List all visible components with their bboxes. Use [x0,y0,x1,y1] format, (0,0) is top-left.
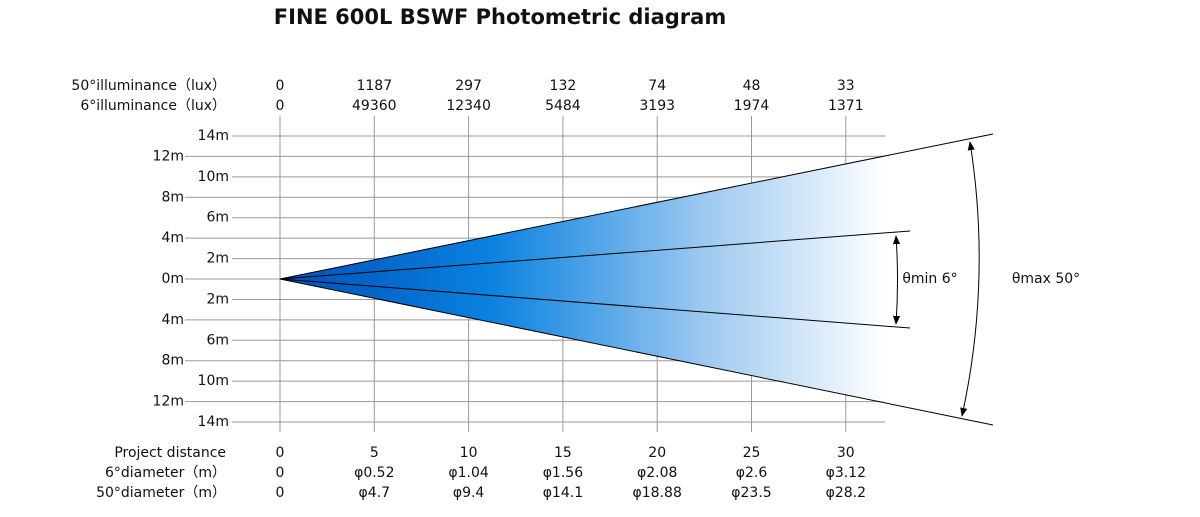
y-label: 12m [153,394,184,410]
row-value: 5484 [545,98,581,114]
row-value: 1974 [734,98,770,114]
y-label: 4m [161,230,184,246]
row-value: φ3.12 [826,465,866,481]
y-label: 2m [206,251,229,267]
row-value: φ1.56 [543,465,584,481]
row-value: φ4.7 [359,485,391,501]
y-label: 10m [198,169,229,185]
title: FINE 600L BSWF Photometric diagram [274,5,726,29]
row-value: 297 [455,78,482,94]
y-label: 2m [206,291,229,307]
row-value: 30 [837,445,855,461]
row-value: 15 [554,445,572,461]
row-value: 74 [648,78,666,94]
row-value: φ18.88 [633,485,682,501]
beam [280,156,885,402]
row-value: φ9.4 [453,485,485,501]
y-label: 12m [153,148,184,164]
row-value: 0 [276,78,285,94]
y-label: 10m [198,373,229,389]
row-value: 1371 [828,98,864,114]
row-value: φ1.04 [448,465,489,481]
row-value: 1187 [356,78,392,94]
row-value: 3193 [639,98,675,114]
y-label: 0m [161,271,184,287]
row-value: 33 [837,78,855,94]
row-value: 0 [276,98,285,114]
beam-inner-edge [279,230,911,280]
angle-arc-max [960,141,980,417]
row-value: φ2.6 [736,465,768,481]
row-value: φ14.1 [543,485,583,501]
beam-edge [279,278,994,426]
row-value: 0 [276,445,285,461]
angle-arc-min [892,235,901,325]
row-label: 50°illuminance（lux） [71,78,226,94]
row-label: 6°illuminance（lux） [80,98,226,114]
y-label: 14m [198,128,229,144]
row-value: 12340 [446,98,491,114]
y-label: 6m [206,332,229,348]
row-label: 6°diameter（m） [105,465,226,481]
beam-inner-edge [279,278,911,329]
angle-label: θmin 6° [902,271,957,287]
row-value: 25 [743,445,761,461]
y-label: 14m [198,414,229,430]
row-value: 49360 [352,98,397,114]
row-value: 20 [648,445,666,461]
y-label: 8m [161,189,184,205]
row-value: φ28.2 [826,485,866,501]
row-value: 5 [370,445,379,461]
row-label: Project distance [114,445,226,461]
row-value: 10 [460,445,478,461]
row-value: 0 [276,465,285,481]
row-value: φ23.5 [731,485,771,501]
row-value: φ0.52 [354,465,394,481]
row-value: φ2.08 [637,465,677,481]
row-label: 50°diameter（m） [96,485,226,501]
angle-label: θmax 50° [1012,271,1080,287]
row-value: 48 [743,78,761,94]
y-label: 6m [206,210,229,226]
beam-edge [279,133,994,280]
row-value: 0 [276,485,285,501]
y-label: 4m [161,312,184,328]
y-label: 8m [161,353,184,369]
row-value: 132 [550,78,577,94]
